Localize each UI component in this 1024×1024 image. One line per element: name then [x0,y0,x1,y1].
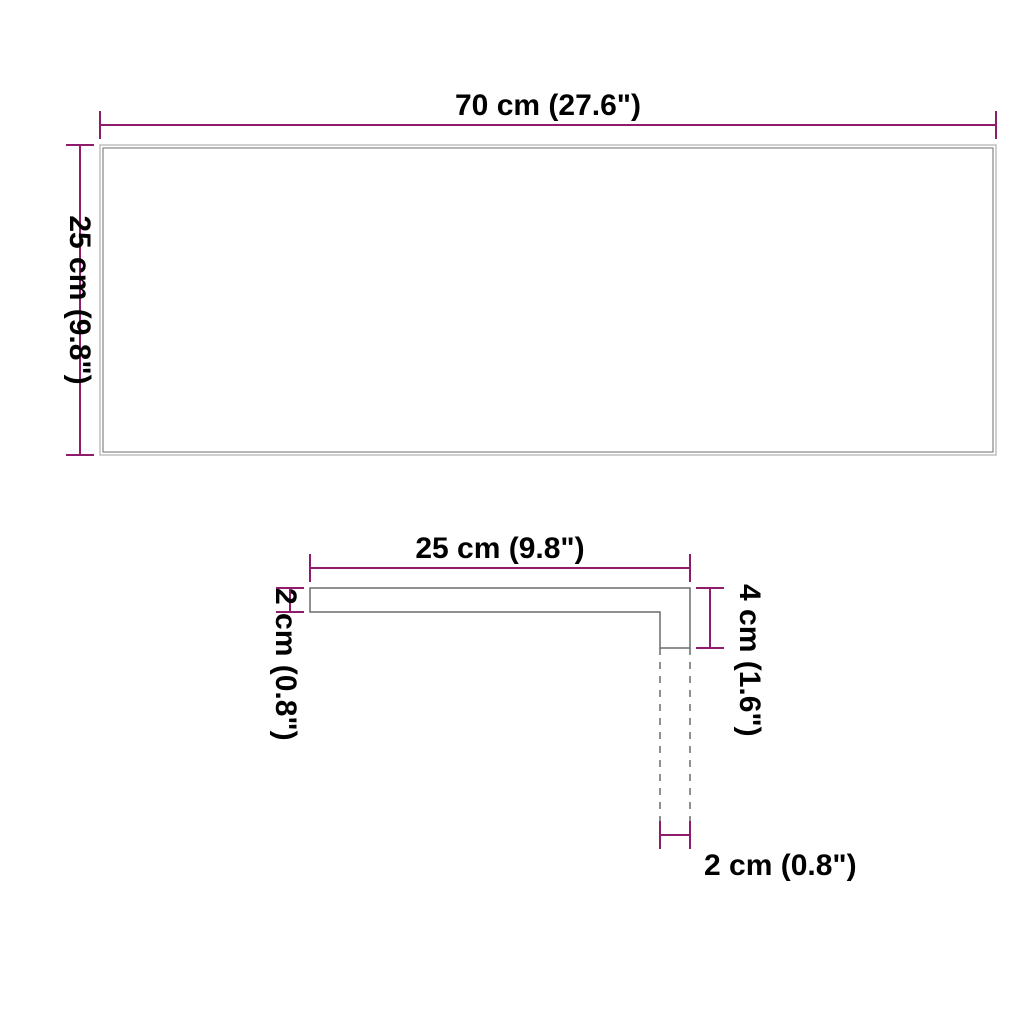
dim-label-height-25cm: 25 cm (9.8") [63,215,96,384]
profile-outline [310,588,690,648]
dim-label-lip-4cm: 4 cm (1.6") [733,584,766,737]
dim-label-slab-2cm: 2 cm (0.8") [269,588,302,741]
dim-label-lip-thickness-2cm: 2 cm (0.8") [704,849,857,882]
dim-label-width-70cm: 70 cm (27.6") [455,89,641,122]
dim-label-profile-width-25cm: 25 cm (9.8") [415,532,584,565]
